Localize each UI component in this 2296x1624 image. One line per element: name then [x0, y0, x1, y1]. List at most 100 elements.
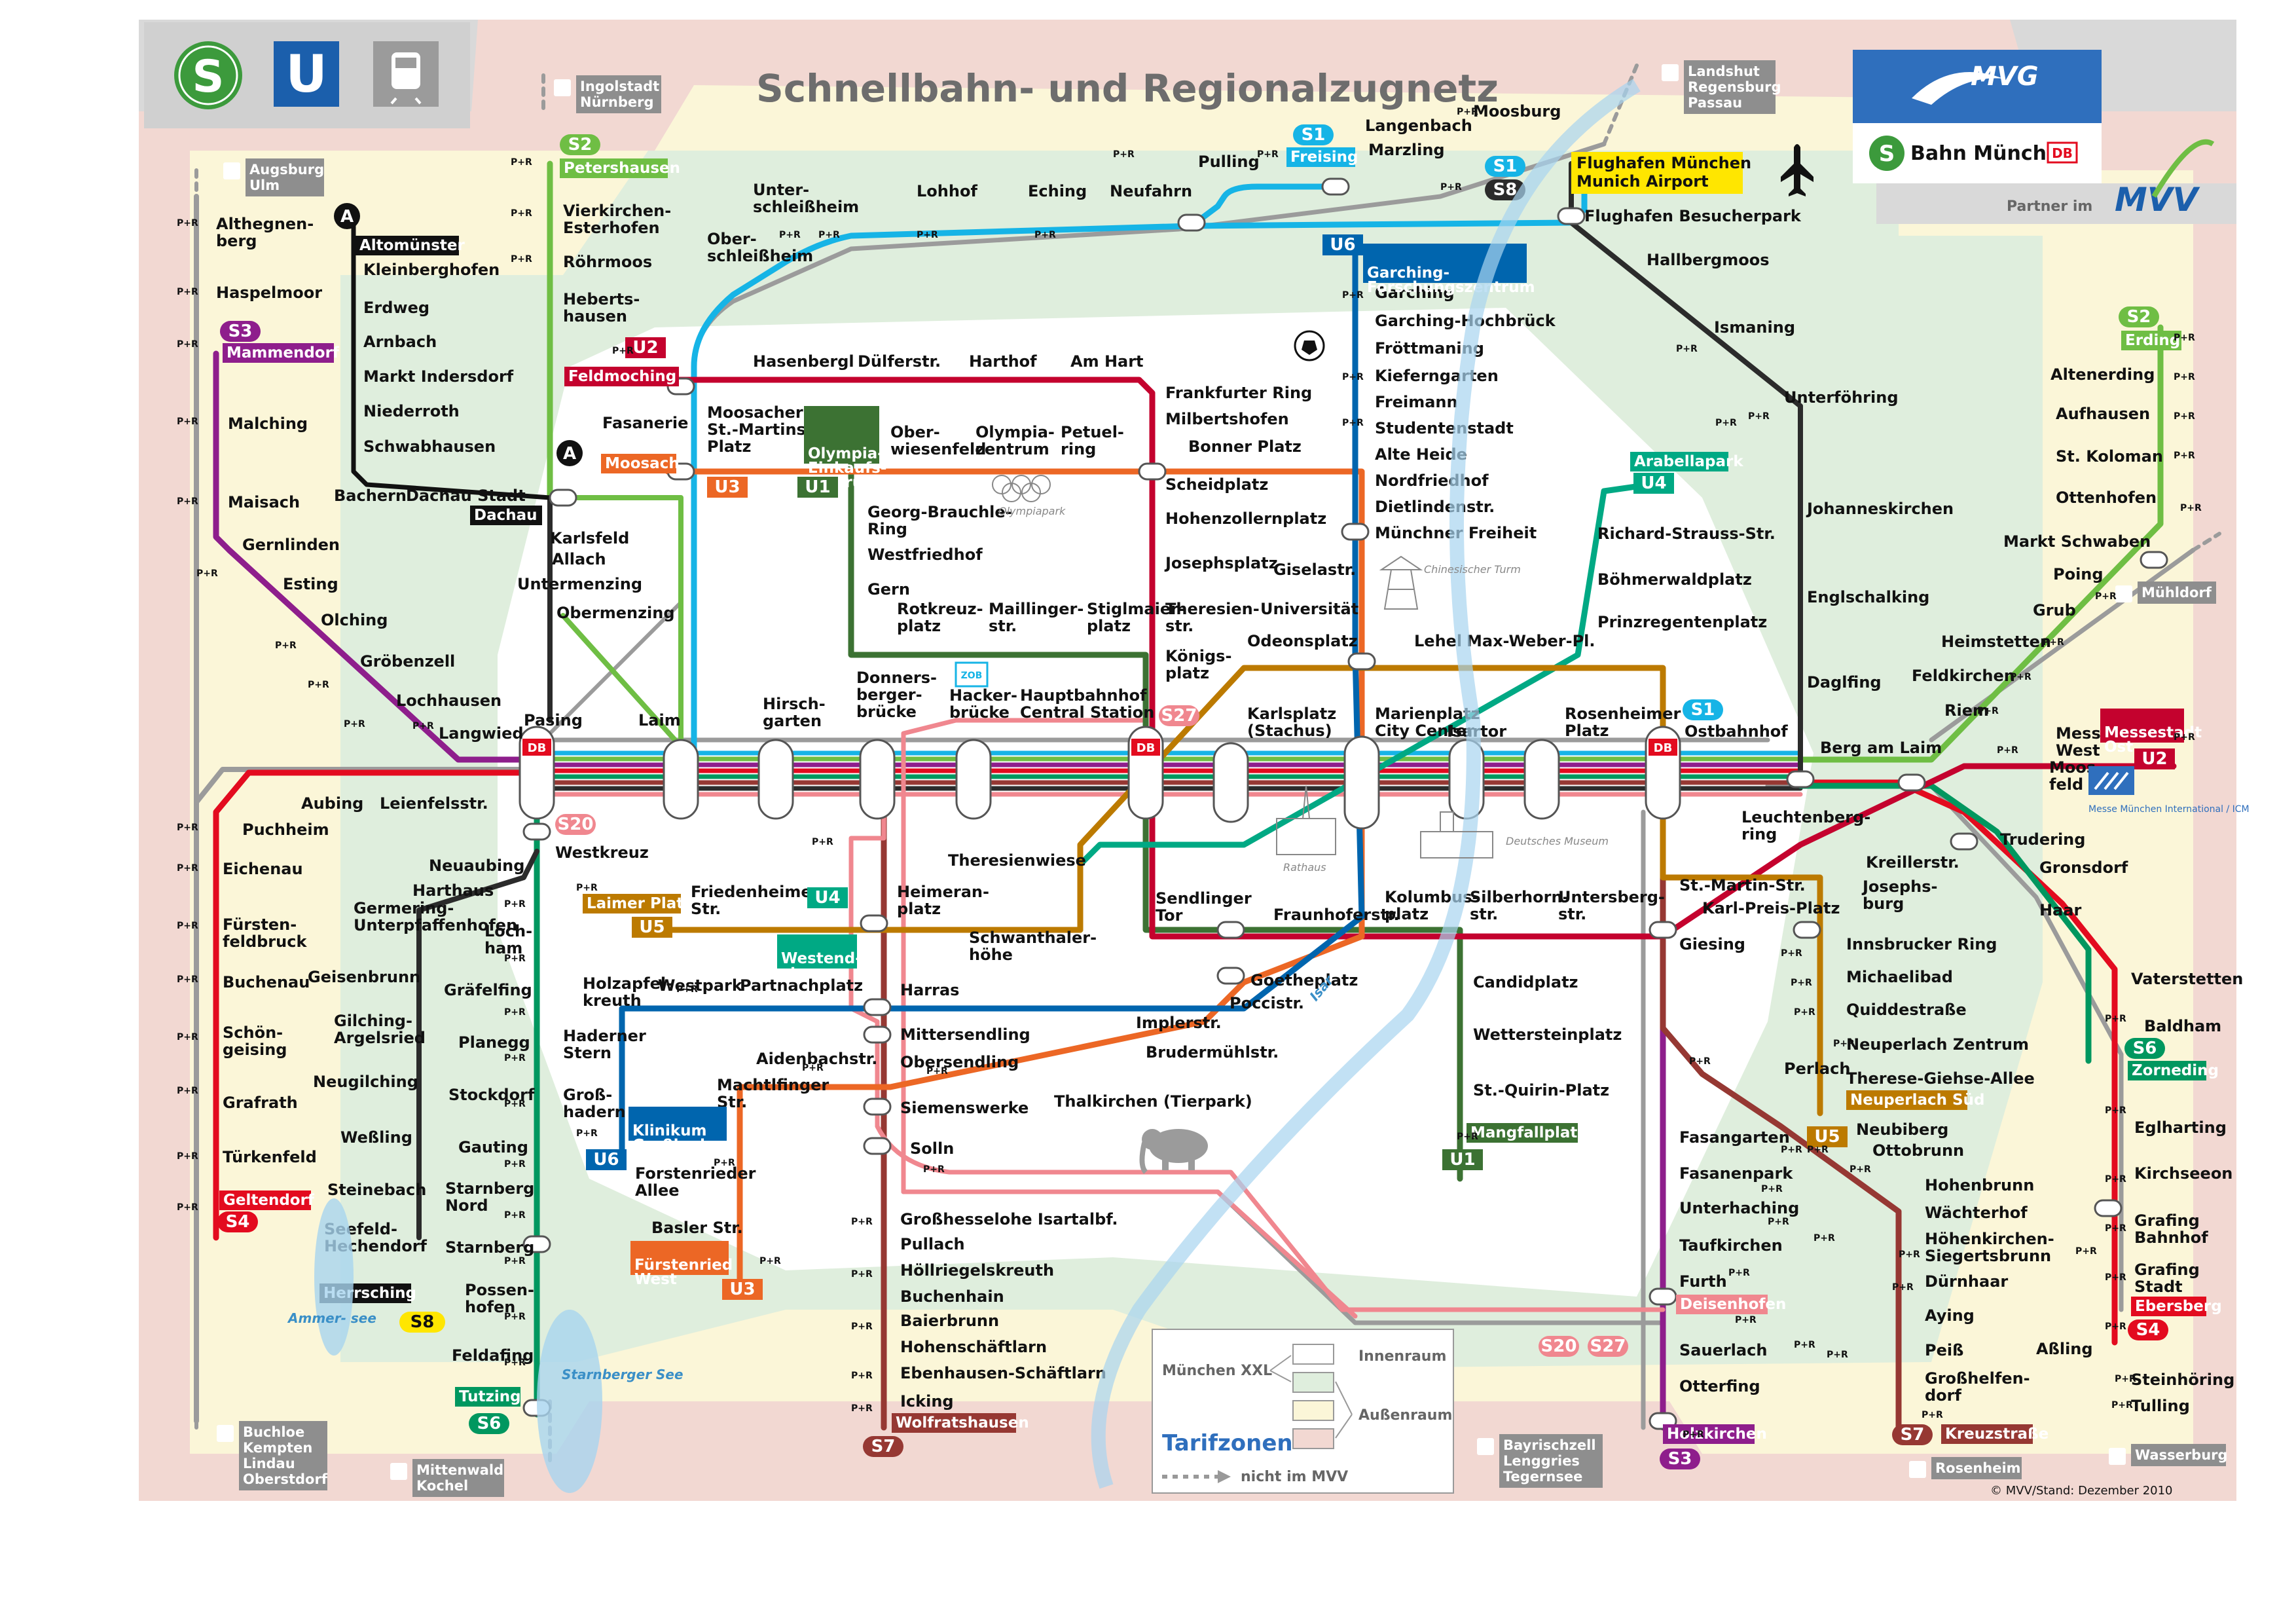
terminal-westendstr[interactable] — [777, 934, 857, 969]
badge-s27-hbf[interactable] — [1159, 705, 1199, 726]
terminal-moosach[interactable] — [601, 454, 676, 473]
station-schwanthalerhoehe: Schwanthaler-höhe — [969, 929, 1097, 964]
hub-scheidplatz[interactable] — [1138, 462, 1167, 481]
badge-u5-laimer[interactable] — [632, 917, 672, 938]
terminal-klinikum-grosshadern[interactable] — [629, 1107, 727, 1141]
hub-starnberg[interactable] — [522, 1235, 551, 1253]
hub-siemenswerke[interactable] — [863, 1098, 892, 1116]
badge-s6-zorneding[interactable] — [2124, 1038, 2165, 1059]
badge-s27-deisenhofen[interactable] — [1588, 1336, 1628, 1357]
hub-leuchtenbergring[interactable] — [1786, 770, 1815, 788]
hub-berg-am-laim[interactable] — [1897, 773, 1926, 792]
terminal-fuerstenried-west[interactable] — [630, 1241, 729, 1275]
hub-hirschgarten[interactable] — [757, 739, 794, 820]
terminal-kreuzstrasse[interactable] — [1941, 1424, 2033, 1444]
dest-wasserburg[interactable] — [2131, 1444, 2226, 1466]
hub-laim[interactable] — [663, 739, 699, 820]
badge-u5-neuperlach[interactable] — [1807, 1126, 1848, 1147]
badge-u3-moosach[interactable] — [707, 477, 748, 498]
terminal-mammendorf[interactable] — [223, 343, 334, 363]
badge-u1-olympia[interactable] — [797, 477, 838, 498]
badge-s7-kreuzstrasse[interactable] — [1892, 1424, 1933, 1445]
badge-u1-mangfallplatz[interactable] — [1442, 1149, 1483, 1170]
badge-u4-westend[interactable] — [807, 887, 848, 908]
terminal-neuperlach-sued[interactable] — [1846, 1090, 1967, 1110]
terminal-wolfratshausen[interactable] — [892, 1413, 1016, 1433]
hub-mittersendling[interactable] — [863, 1025, 892, 1044]
dest-buchloe[interactable] — [239, 1421, 327, 1490]
badge-s1-airport[interactable] — [1485, 156, 1525, 177]
dest-rosenheim[interactable] — [1931, 1457, 2022, 1479]
hub-rosenheimer-platz[interactable] — [1523, 739, 1560, 820]
hub-freising[interactable] — [1321, 177, 1350, 196]
badge-s20-deisenhofen[interactable] — [1539, 1336, 1579, 1357]
hub-hackerbruecke[interactable] — [955, 739, 992, 820]
terminal-holzkirchen[interactable] — [1663, 1424, 1755, 1444]
terminal-tutzing[interactable] — [455, 1387, 520, 1407]
terminal-deisenhofen[interactable] — [1676, 1295, 1768, 1314]
terminal-messestadt-ost[interactable] — [2100, 709, 2184, 743]
hub-westkreuz[interactable] — [522, 822, 551, 841]
hub-marienplatz[interactable] — [1343, 735, 1380, 830]
badge-s4-geltendorf[interactable] — [217, 1211, 258, 1232]
terminal-geltendorf[interactable] — [219, 1190, 311, 1210]
dest-bayrischzell[interactable] — [1499, 1434, 1603, 1488]
badge-u2-feldmoching[interactable] — [625, 337, 666, 358]
dest-ingolstadt[interactable] — [576, 75, 661, 113]
dest-landshut[interactable] — [1684, 60, 1776, 114]
terminal-arabellapark[interactable] — [1630, 452, 1728, 471]
hub-grafing-bahnhof[interactable] — [2094, 1199, 2123, 1217]
hub-muenchner-freiheit[interactable] — [1341, 523, 1370, 541]
dest-augsburg[interactable] — [246, 158, 324, 196]
badge-u6-garching[interactable] — [1322, 234, 1363, 255]
hub-giesing[interactable] — [1649, 921, 1677, 939]
badge-s7-wolfratshausen[interactable] — [863, 1436, 903, 1457]
hub-odeonsplatz[interactable] — [1347, 652, 1376, 671]
hub-karlsplatz[interactable] — [1212, 742, 1249, 823]
hub-solln[interactable] — [863, 1137, 892, 1155]
terminal-feldmoching[interactable] — [564, 367, 679, 386]
terminal-laimer-platz[interactable] — [583, 894, 681, 913]
terminal-ebersberg[interactable] — [2131, 1297, 2206, 1316]
badge-s8-herrsching[interactable] — [399, 1312, 445, 1333]
badge-s2-erding[interactable] — [2119, 306, 2159, 327]
badge-u4-arabellapark[interactable] — [1633, 473, 1674, 494]
hub-deisenhofen[interactable] — [1649, 1287, 1677, 1306]
badge-a-line-dachau[interactable] — [556, 440, 583, 466]
hub-trudering[interactable] — [1950, 832, 1978, 851]
badge-s3-mammendorf[interactable] — [220, 321, 261, 342]
hub-innsbrucker-ring[interactable] — [1793, 921, 1821, 939]
badge-s6-tutzing[interactable] — [469, 1413, 509, 1434]
terminal-freising-label: Freising — [1290, 149, 1358, 166]
hub-goetheplatz[interactable] — [1216, 967, 1245, 985]
terminal-dachau[interactable] — [470, 506, 542, 525]
badge-u3-fuerstenried[interactable] — [722, 1279, 763, 1300]
hub-neufahrn[interactable] — [1177, 213, 1206, 232]
badge-s20-westkreuz[interactable] — [555, 814, 596, 835]
terminal-altomuenster[interactable] — [355, 236, 459, 255]
badge-s1-ostbahnhof[interactable] — [1683, 699, 1723, 720]
hub-flughafen[interactable] — [1557, 207, 1586, 225]
hub-heimeranplatz[interactable] — [860, 914, 888, 932]
hub-dachau[interactable] — [549, 489, 577, 507]
terminal-flughafen[interactable] — [1571, 152, 1743, 194]
terminal-mangfallplatz[interactable] — [1467, 1123, 1578, 1143]
terminal-erding[interactable] — [2121, 331, 2181, 350]
hub-harras[interactable] — [863, 998, 892, 1016]
badge-s3-holzkirchen[interactable] — [1660, 1449, 1700, 1469]
terminal-freising[interactable] — [1286, 147, 1355, 167]
badge-s4-ebersberg[interactable] — [2128, 1320, 2168, 1340]
hub-donnersbergerbruecke[interactable] — [859, 739, 896, 820]
dest-mittenwald[interactable] — [412, 1459, 504, 1497]
badge-u2-messestadt[interactable] — [2134, 748, 2175, 769]
badge-s1-freising[interactable] — [1293, 124, 1334, 145]
hub-sendlinger-tor[interactable] — [1216, 921, 1245, 939]
badge-s2-petershausen[interactable] — [560, 134, 600, 155]
badge-a-line-top[interactable] — [334, 203, 360, 229]
badge-u6-grosshadern[interactable] — [586, 1149, 627, 1170]
dest-muehldorf[interactable] — [2138, 581, 2216, 604]
hub-markt-schwaben[interactable] — [2140, 551, 2168, 569]
terminal-olympia-einkaufszentrum[interactable] — [804, 406, 879, 464]
terminal-zorneding[interactable] — [2128, 1061, 2206, 1080]
terminal-petershausen[interactable] — [560, 158, 668, 178]
